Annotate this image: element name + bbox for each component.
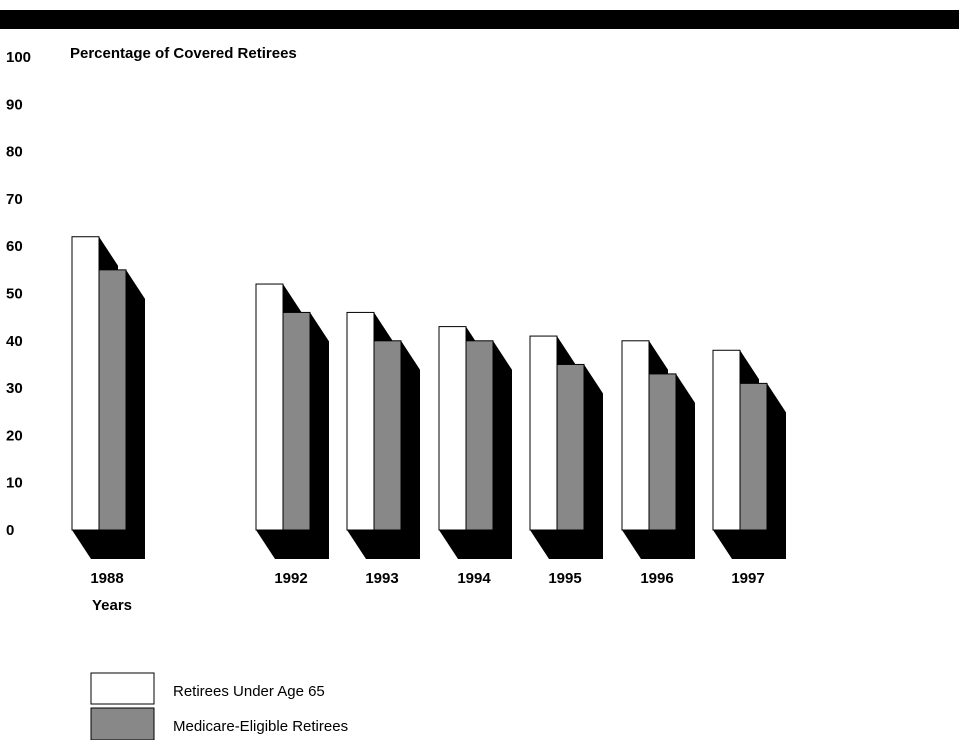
- bar-group-1994: [438, 326, 512, 559]
- bar-medicare-eligible-1995: [556, 363, 585, 531]
- legend-label-medicare-eligible: Medicare-Eligible Retirees: [173, 718, 348, 735]
- bar-under-65-1993: [346, 311, 375, 531]
- bar-group-1997: [712, 349, 786, 559]
- y-tick-label: 10: [6, 475, 23, 492]
- y-tick-label: 0: [6, 522, 14, 539]
- y-tick-label: 50: [6, 286, 23, 303]
- x-axis-title: Years: [92, 597, 132, 614]
- legend-swatch-medicare-eligible: [90, 707, 155, 740]
- bar-medicare-eligible-1992: [282, 311, 311, 531]
- y-tick-label: 60: [6, 238, 23, 255]
- y-tick-label: 70: [6, 191, 23, 208]
- y-tick-label: 40: [6, 333, 23, 350]
- legend: Retirees Under Age 65 Medicare-Eligible …: [90, 672, 348, 740]
- y-tick-label: 80: [6, 144, 23, 161]
- bar-group-1992: [255, 283, 329, 559]
- bar-medicare-eligible-1993: [373, 340, 402, 531]
- bar-medicare-eligible-1988: [98, 269, 127, 531]
- x-tick-label-1992: 1992: [274, 570, 307, 587]
- legend-label-retirees-under-65: Retirees Under Age 65: [173, 683, 325, 700]
- x-tick-label-1996: 1996: [640, 570, 673, 587]
- bar-under-65-1994: [438, 326, 467, 531]
- x-tick-label-1997: 1997: [731, 570, 764, 587]
- bars-group: [71, 236, 786, 560]
- bar-under-65-1996: [621, 340, 650, 531]
- bar-group-1988: [71, 236, 145, 560]
- bar-under-65-1995: [529, 335, 558, 531]
- y-axis-title: Percentage of Covered Retirees: [70, 45, 297, 62]
- x-tick-label-1995: 1995: [548, 570, 581, 587]
- x-tick-label-1988: 1988: [90, 570, 123, 587]
- bar-medicare-eligible-1996: [648, 373, 677, 531]
- bar-medicare-eligible-1994: [465, 340, 494, 531]
- bar-under-65-1992: [255, 283, 284, 531]
- bar-under-65-1997: [712, 349, 741, 531]
- y-tick-label: 30: [6, 380, 23, 397]
- y-tick-label: 20: [6, 427, 23, 444]
- bar-group-1996: [621, 340, 695, 559]
- top-rule: [0, 10, 959, 29]
- x-tick-label-1994: 1994: [457, 570, 491, 587]
- y-tick-label: 100: [6, 49, 31, 66]
- bar-under-65-1988: [71, 236, 100, 531]
- bar-group-1995: [529, 335, 603, 559]
- y-tick-label: 90: [6, 96, 23, 113]
- x-axis-ticks: 1988 1992 1993 1994 1995 1996 1997: [90, 570, 764, 587]
- legend-swatch-retirees-under-65: [90, 672, 155, 705]
- x-tick-label-1993: 1993: [365, 570, 398, 587]
- bar-medicare-eligible-1997: [739, 382, 768, 531]
- bar-group-1993: [346, 311, 420, 559]
